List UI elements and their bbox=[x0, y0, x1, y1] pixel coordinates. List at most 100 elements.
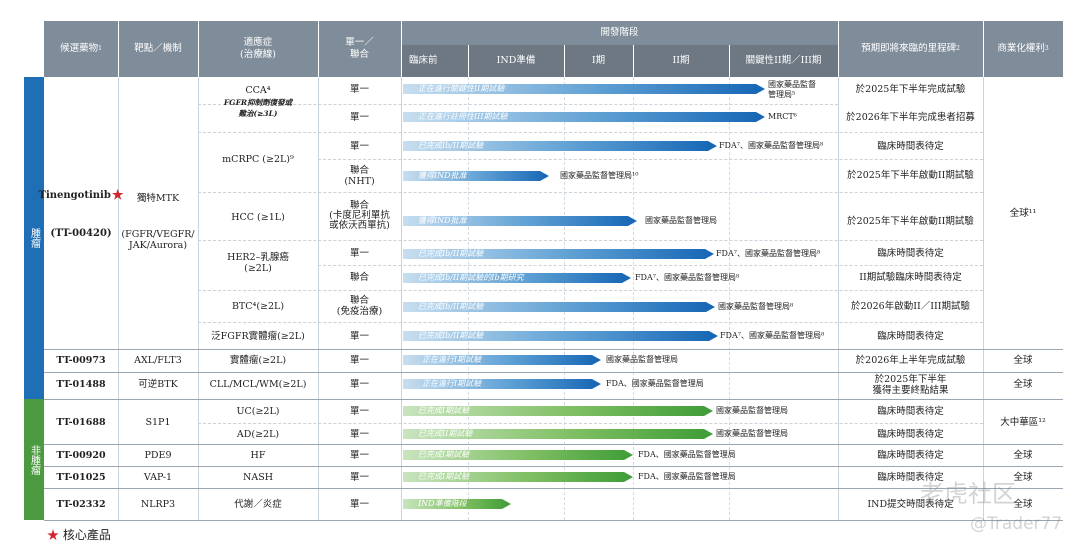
header-development-stage: 開發階段 bbox=[401, 21, 838, 45]
mono-nash: 單一 bbox=[349, 471, 369, 483]
mono-row-2: 單一 bbox=[349, 111, 369, 123]
authority-hcc: 國家藥品監督管理局 bbox=[645, 216, 717, 225]
bar-label-tt00973: 正在進行I期試驗 bbox=[422, 355, 482, 364]
bar-label-metabolic: IND準備階段 bbox=[418, 499, 467, 508]
candidate-tt02332: TT-02332 bbox=[56, 498, 106, 510]
milestone-her2-1: 臨床時間表待定 bbox=[877, 247, 944, 259]
header-commercial-rights: 商業化權利 3 bbox=[983, 21, 1063, 77]
bar-label-pan-fgfr: 已完成Ib/II期試驗 bbox=[418, 331, 484, 340]
mono-metabolic: 單一 bbox=[349, 498, 369, 510]
authority-pan-fgfr: FDA⁷、國家藥品監督管理局⁸ bbox=[720, 331, 825, 340]
rights-tt00920: 全球 bbox=[1013, 449, 1033, 461]
bar-label-hcc: 獲得IND批准 bbox=[418, 216, 467, 225]
progress-bar-btc bbox=[403, 302, 715, 312]
mono-row-1: 單一 bbox=[349, 83, 369, 95]
target-tt00920: PDE9 bbox=[144, 449, 172, 461]
rights-tt02332: 全球 bbox=[1013, 498, 1033, 510]
indication-pan-fgfr: 泛FGFR實體瘤(≥2L) bbox=[211, 330, 305, 342]
authority-mcrpc-1: FDA⁷、國家藥品監督管理局⁸ bbox=[719, 141, 824, 150]
bar-label-cca-1: 正在進行關鍵性II期試驗 bbox=[418, 84, 505, 93]
target-mtk: 獨特MTK bbox=[136, 192, 180, 204]
rights-tt01025: 全球 bbox=[1013, 471, 1033, 483]
authority-tt01488: FDA、國家藥品監督管理局 bbox=[606, 379, 704, 388]
mono-ad: 單一 bbox=[349, 428, 369, 440]
progress-bar-tt00973 bbox=[403, 355, 601, 365]
milestone-tt01488: 於2025年下半年 獲得主要終點結果 bbox=[872, 374, 949, 396]
bar-label-nash: 已完成I期試驗 bbox=[418, 472, 470, 481]
bar-label-her2-1: 已完成Ib/II期試驗 bbox=[418, 249, 484, 258]
target-tt00973: AXL/FLT3 bbox=[134, 354, 182, 366]
progress-bar-pan-fgfr bbox=[403, 331, 718, 341]
bar-label-her2-2: 已完成Ib/II期試驗的Ib期研究 bbox=[418, 273, 524, 282]
target-tt01025: VAP-1 bbox=[143, 471, 173, 483]
milestone-hf: 臨床時間表待定 bbox=[877, 449, 944, 461]
rights-tt00973: 全球 bbox=[1013, 354, 1033, 366]
indication-tt00973: 實體瘤(≥2L) bbox=[229, 354, 287, 366]
header-candidate: 候選藥物 1 bbox=[44, 21, 118, 77]
bar-label-cca-2: 正在進行註冊性III期試驗 bbox=[418, 112, 508, 121]
indication-nash: NASH bbox=[243, 471, 273, 483]
bar-label-hf: 已完成I期試驗 bbox=[418, 450, 470, 459]
progress-bar-mcrpc-2 bbox=[403, 171, 549, 181]
milestone-her2-2: II期試驗臨床時間表待定 bbox=[859, 271, 962, 283]
progress-bar-ad bbox=[403, 429, 713, 439]
header-stage-phase1: I期 bbox=[564, 45, 633, 77]
mono-tt00973: 單一 bbox=[349, 354, 369, 366]
candidate-tt01688: TT-01688 bbox=[56, 416, 106, 428]
header-milestone: 預期即將來臨的里程碑 2 bbox=[838, 21, 983, 77]
milestone-pan-fgfr: 臨床時間表待定 bbox=[877, 330, 944, 342]
sidebar-non-oncology: 非腫瘤 bbox=[24, 399, 44, 520]
milestone-mcrpc-1: 臨床時間表待定 bbox=[877, 140, 944, 152]
indication-hf: HF bbox=[250, 449, 266, 461]
rights-tinengotinib: 全球¹¹ bbox=[1009, 207, 1037, 219]
mono-row-8: 聯合 (免疫治療) bbox=[336, 295, 383, 317]
footer-legend: ★ 核心產品 bbox=[47, 527, 111, 543]
authority-cca-2: MRCT⁶ bbox=[768, 112, 797, 121]
authority-btc: 國家藥品監督管理局⁸ bbox=[718, 302, 794, 311]
progress-bar-hcc bbox=[403, 216, 637, 226]
mono-row-5: 聯合 (卡度尼利單抗 或依沃西單抗) bbox=[329, 200, 390, 231]
progress-bar-metabolic bbox=[403, 499, 511, 509]
header-stage-phase2: II期 bbox=[633, 45, 729, 77]
indication-cca: CCA⁴ bbox=[245, 84, 271, 96]
milestone-ad: 臨床時間表待定 bbox=[877, 428, 944, 440]
candidate-tinengotinib: Tinengotinib ★ bbox=[38, 187, 124, 203]
candidate-tt01025: TT-01025 bbox=[56, 471, 106, 483]
mono-row-7: 聯合 bbox=[349, 271, 369, 283]
target-tt02332: NLRP3 bbox=[140, 498, 176, 510]
progress-bar-nash bbox=[403, 472, 633, 482]
mono-row-6: 單一 bbox=[349, 247, 369, 259]
milestone-mcrpc-2: 於2025年下半年啟動II期試驗 bbox=[847, 169, 974, 181]
indication-tt01488: CLL/MCL/WM(≥2L) bbox=[209, 378, 307, 390]
candidate-code: (TT-00420) bbox=[50, 227, 112, 239]
authority-nash: FDA、國家藥品監督管理局 bbox=[638, 472, 736, 481]
authority-hf: FDA、國家藥品監督管理局 bbox=[638, 450, 736, 459]
milestone-btc: 於2026年啟動II／III期試驗 bbox=[851, 300, 970, 312]
sidebar-oncology: 腫瘤 bbox=[24, 77, 44, 399]
core-product-label: 核心產品 bbox=[62, 528, 111, 542]
authority-her2-2: FDA⁷、國家藥品監督管理局⁸ bbox=[635, 273, 740, 282]
milestone-cca-2: 於2026年下半年完成患者招募 bbox=[846, 111, 975, 123]
progress-bar-cca-1 bbox=[403, 84, 765, 94]
header-indication: 適應症 (治療線) bbox=[198, 21, 318, 77]
rights-tt01688: 大中華區¹² bbox=[1000, 416, 1046, 428]
progress-bar-cca-2 bbox=[403, 112, 765, 122]
milestone-tt00973: 於2026年上半年完成試驗 bbox=[855, 354, 966, 366]
mono-row-4: 聯合 (NHT) bbox=[344, 165, 375, 187]
milestone-metabolic: IND提交時間表待定 bbox=[867, 498, 954, 510]
progress-bar-her2-1 bbox=[403, 249, 714, 259]
progress-bar-hf bbox=[403, 450, 633, 460]
watermark-brand: 老虎社区 bbox=[920, 480, 1016, 508]
watermark-user: @Trader77 bbox=[970, 514, 1063, 534]
progress-bar-uc bbox=[403, 406, 713, 416]
milestone-nash: 臨床時間表待定 bbox=[877, 471, 944, 483]
bar-label-mcrpc-1: 已完成Ib/II期試驗 bbox=[418, 141, 484, 150]
indication-metabolic: 代謝／炎症 bbox=[234, 498, 282, 510]
header-mono-combo: 單一／ 聯合 bbox=[318, 21, 401, 77]
bar-label-tt01488: 正在進行I期試驗 bbox=[422, 379, 482, 388]
rights-tt01488: 全球 bbox=[1013, 378, 1033, 390]
core-star-icon: ★ bbox=[111, 187, 124, 203]
milestone-uc: 臨床時間表待定 bbox=[877, 405, 944, 417]
indication-cca-sub: FGFR抑制劑復發或 難治(≥3L) bbox=[223, 98, 293, 118]
authority-mcrpc-2: 國家藥品監督管理局¹⁰ bbox=[560, 171, 639, 180]
